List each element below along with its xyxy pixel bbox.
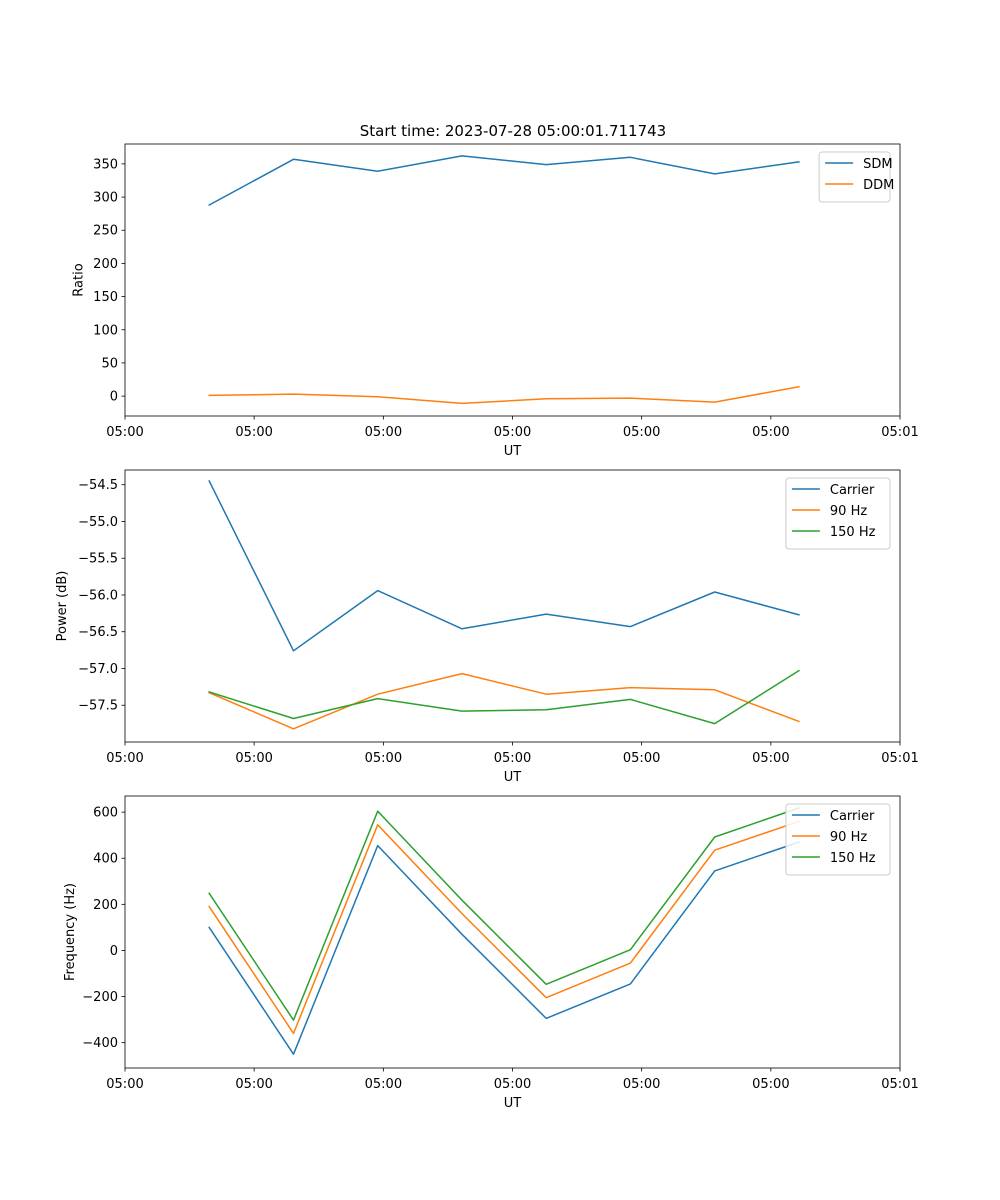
x-tick-label: 05:00	[623, 425, 660, 440]
x-tick-label: 05:00	[365, 1077, 402, 1092]
legend-label: DDM	[863, 178, 894, 193]
series-line-ddm	[208, 385, 800, 405]
x-tick-label: 05:01	[881, 751, 918, 766]
legend-label: 90 Hz	[830, 504, 867, 519]
y-tick-label: 200	[93, 257, 118, 272]
series-line-sdm	[208, 155, 800, 207]
series-line-90-hz	[208, 672, 800, 730]
x-axis-label: UT	[504, 444, 522, 459]
y-tick-label: −54.5	[78, 478, 118, 493]
y-tick-label: −57.0	[78, 662, 118, 677]
y-tick-label: 350	[93, 157, 118, 172]
figure-title: Start time: 2023-07-28 05:00:01.711743	[360, 122, 666, 140]
y-tick-label: 0	[110, 390, 118, 405]
legend-label: Carrier	[830, 483, 875, 498]
chart-1: 05:00 05:00 05:00 05:00 05:00 05:00 05:01 0 50 10…	[71, 143, 919, 459]
chart-2: 05:00 05:00 05:00 05:00 05:00 05:00 05:01 −57.5…	[55, 469, 919, 785]
y-tick-label: 600	[93, 806, 118, 821]
x-tick-label: 05:00	[494, 425, 531, 440]
series-line-carrier	[208, 841, 800, 1055]
y-axis-label: Power (dB)	[55, 571, 70, 642]
y-tick-label: −55.5	[78, 552, 118, 567]
x-tick-label: 05:00	[752, 751, 789, 766]
chart-3: 05:00 05:00 05:00 05:00 05:00 05:00 05:01 −400 −…	[63, 795, 919, 1111]
y-tick-label: −400	[82, 1036, 118, 1051]
x-tick-label: 05:00	[752, 1077, 789, 1092]
y-tick-label: −200	[82, 990, 118, 1005]
x-tick-label: 05:00	[235, 1077, 272, 1092]
y-tick-label: 300	[93, 191, 118, 206]
x-tick-label: 05:00	[494, 751, 531, 766]
legend-box	[818, 151, 891, 203]
x-tick-label: 05:00	[106, 751, 143, 766]
legend: SDM DDM	[818, 151, 894, 203]
x-tick-label: 05:00	[494, 1077, 531, 1092]
x-tick-label: 05:00	[623, 1077, 660, 1092]
legend-label: 90 Hz	[830, 830, 867, 845]
series-line-150-hz	[208, 669, 800, 725]
legend-label: 150 Hz	[830, 525, 876, 540]
y-tick-label: 50	[101, 356, 118, 371]
y-axis-label: Ratio	[71, 263, 86, 296]
x-tick-label: 05:00	[106, 425, 143, 440]
y-tick-label: −57.5	[78, 699, 118, 714]
y-tick-label: −56.5	[78, 625, 118, 640]
x-tick-label: 05:00	[235, 425, 272, 440]
x-axis-label: UT	[504, 770, 522, 785]
x-axis-label: UT	[504, 1096, 522, 1111]
x-tick-label: 05:00	[365, 425, 402, 440]
x-tick-label: 05:01	[881, 1077, 918, 1092]
series-line-150-hz	[208, 807, 800, 1021]
y-tick-label: 150	[93, 290, 118, 305]
y-tick-label: 100	[93, 323, 118, 338]
y-tick-label: 250	[93, 224, 118, 239]
y-tick-label: 200	[93, 898, 118, 913]
x-tick-label: 05:00	[235, 751, 272, 766]
y-tick-label: −55.0	[78, 515, 118, 530]
legend-label: 150 Hz	[830, 851, 876, 866]
y-tick-label: −56.0	[78, 588, 118, 603]
legend: Carrier 90 Hz 150 Hz	[785, 477, 891, 550]
x-tick-label: 05:01	[881, 425, 918, 440]
x-tick-label: 05:00	[106, 1077, 143, 1092]
legend-label: Carrier	[830, 809, 875, 824]
y-axis-label: Frequency (Hz)	[63, 883, 78, 981]
series-line-90-hz	[208, 820, 800, 1035]
y-tick-label: 400	[93, 852, 118, 867]
legend-label: SDM	[863, 157, 892, 172]
x-tick-label: 05:00	[623, 751, 660, 766]
series-line-carrier	[208, 479, 800, 652]
y-tick-label: 0	[110, 944, 118, 959]
x-tick-label: 05:00	[752, 425, 789, 440]
x-tick-label: 05:00	[365, 751, 402, 766]
legend: Carrier 90 Hz 150 Hz	[785, 803, 891, 876]
